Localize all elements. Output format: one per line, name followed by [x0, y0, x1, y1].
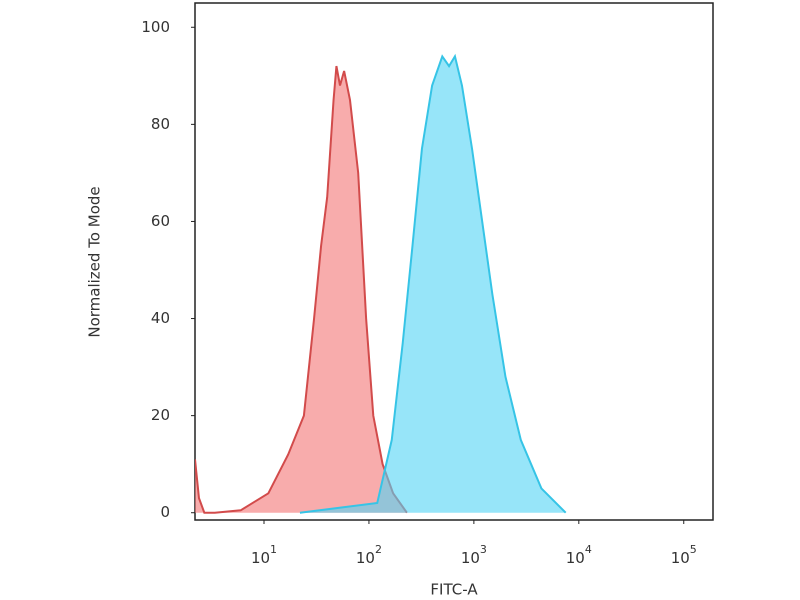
x-tick-label: 105 — [671, 543, 697, 567]
tick-exponent: 3 — [480, 543, 487, 556]
x-axis-label: FITC-A — [430, 581, 478, 599]
x-tick-label: 101 — [251, 543, 277, 567]
y-tick-label: 0 — [160, 503, 170, 521]
area-line — [195, 65, 408, 514]
area-line — [299, 53, 567, 514]
tick-base: 10 — [566, 549, 585, 567]
plot-area — [195, 53, 567, 514]
x-tick-label: 102 — [356, 543, 382, 567]
y-axis-label: Normalized To Mode — [86, 186, 104, 337]
plot-frame — [194, 2, 714, 521]
tick-base: 10 — [671, 549, 690, 567]
area-fill — [299, 56, 566, 513]
tick-base: 10 — [251, 549, 270, 567]
y-tick-label: 80 — [151, 115, 170, 133]
y-tick-label: 20 — [151, 406, 170, 424]
tick-exponent: 4 — [585, 543, 592, 556]
y-tick-label: 60 — [151, 212, 170, 230]
tick-exponent: 1 — [270, 543, 277, 556]
x-tick-label: 103 — [461, 543, 487, 567]
y-tick-label: 40 — [151, 309, 170, 327]
tick-exponent: 2 — [375, 543, 382, 556]
tick-base: 10 — [356, 549, 375, 567]
x-tick-label: 104 — [566, 543, 592, 567]
tick-base: 10 — [461, 549, 480, 567]
y-tick-label: 100 — [141, 18, 170, 36]
tick-exponent: 5 — [690, 543, 697, 556]
area-fill — [195, 66, 407, 513]
